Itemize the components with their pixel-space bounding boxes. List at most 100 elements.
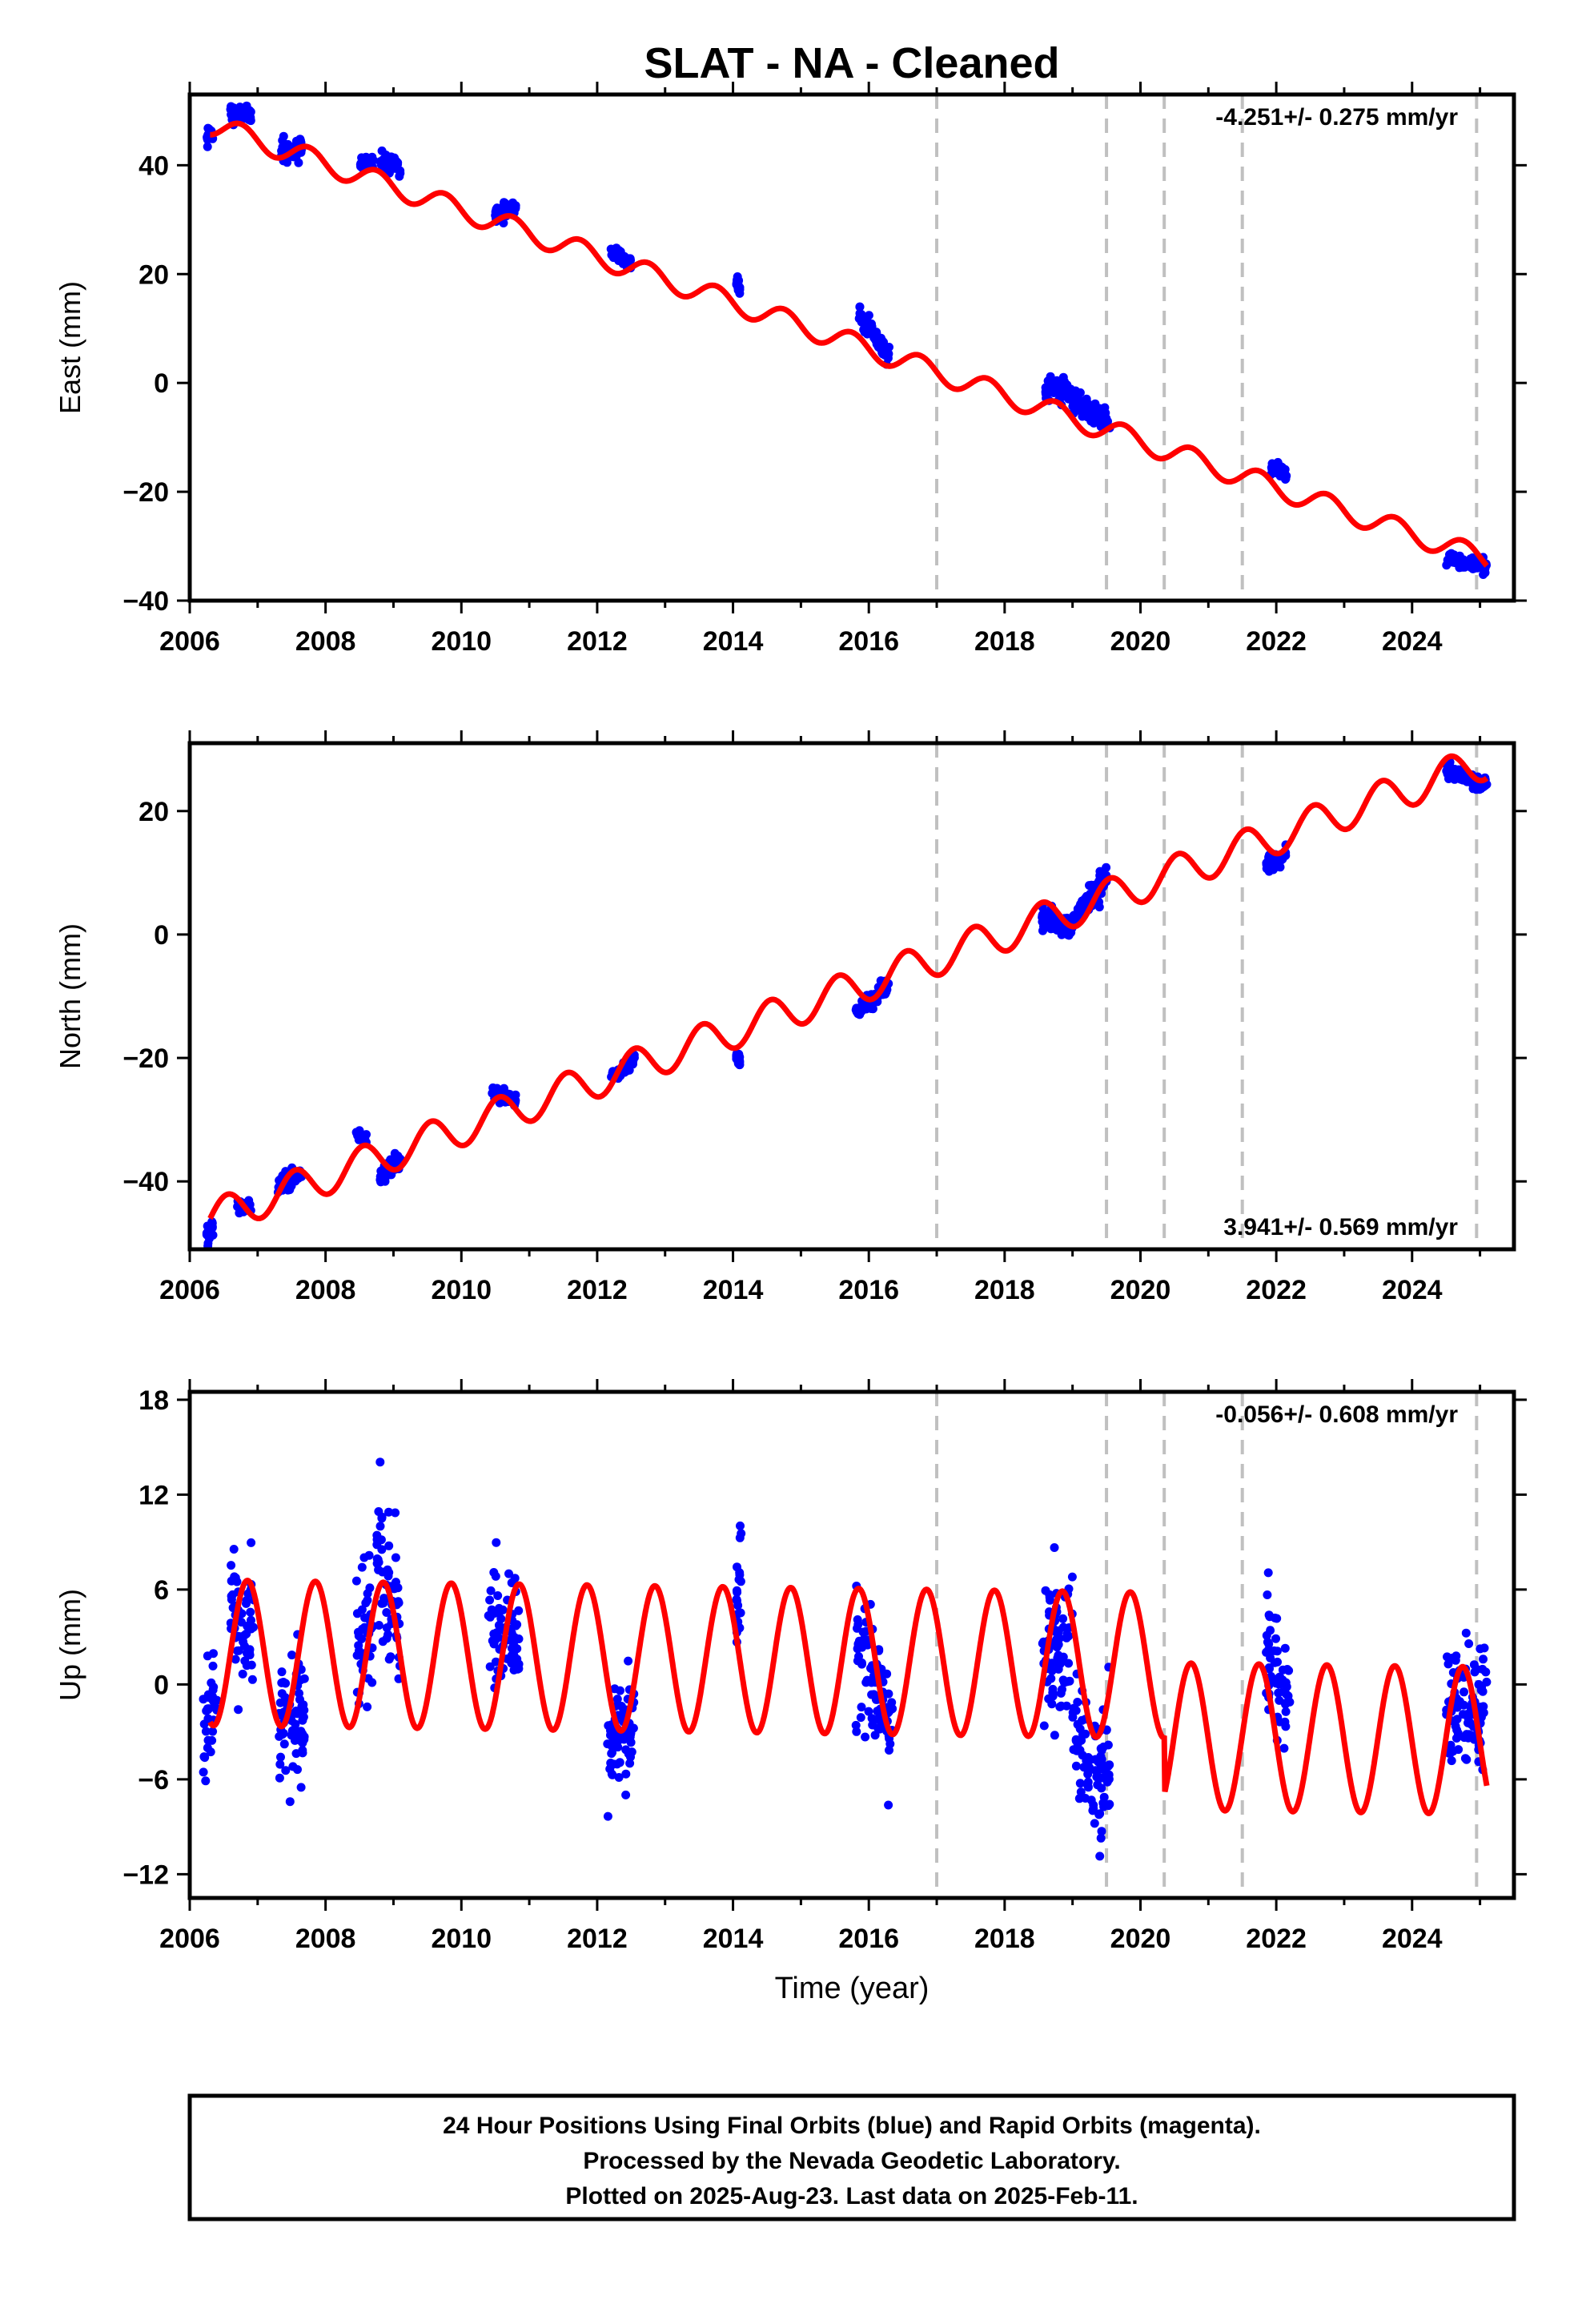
x-tick-label: 2016 [838,1275,899,1305]
data-point [1271,1634,1280,1643]
data-point [299,1674,309,1683]
data-point [298,1748,307,1758]
data-point [608,1770,617,1779]
data-point [1081,403,1090,412]
data-point [1075,1779,1085,1788]
data-point [203,1232,213,1241]
data-point [382,1634,391,1643]
data-point [851,1720,861,1730]
data-point [1282,1682,1291,1691]
data-point [1449,552,1459,561]
y-tick-label: −40 [122,1167,169,1197]
data-point [1096,1833,1106,1843]
model-fit-line [207,1578,1490,1816]
data-point [293,1765,302,1775]
plot-frame [187,741,1516,1252]
data-point [1071,1761,1081,1771]
data-point [855,302,865,312]
data-point [1263,1590,1272,1599]
y-tick-label: 0 [154,1670,169,1700]
data-point [735,1056,745,1066]
data-point [389,1584,399,1594]
data-point [1044,1694,1054,1703]
data-point [607,1749,616,1759]
y-axis-label: North (mm) [54,923,86,1069]
data-point [1089,1800,1098,1810]
data-point [276,1752,285,1762]
x-tick-label: 2008 [295,1924,356,1954]
data-point [1098,1763,1108,1772]
data-point [1076,1787,1086,1797]
data-point [275,1759,285,1769]
data-point [870,1731,880,1740]
data-point [1481,1667,1491,1677]
data-point [610,1730,620,1739]
data-point [203,123,213,133]
data-point [380,1170,390,1180]
x-tick-label: 2022 [1246,1924,1307,1954]
data-point [1046,1674,1056,1683]
x-tick-label: 2014 [703,1924,764,1954]
x-tick-label: 2016 [838,626,899,657]
data-point [1279,1743,1289,1753]
data-point [1055,1702,1065,1711]
data-point [299,1706,309,1715]
data-point [863,1640,873,1650]
data-point [735,1568,745,1578]
data-point [291,1719,300,1729]
data-point [1039,1721,1049,1731]
data-point [857,1658,866,1667]
model-fit-line [210,120,1489,568]
data-point [1042,383,1052,392]
data-point [504,1569,513,1578]
figure-title: SLAT - NA - Cleaned [644,39,1059,87]
x-tick-label: 2006 [159,626,220,657]
data-point [249,1622,258,1632]
data-point [203,142,212,151]
data-point [377,1545,387,1554]
data-point [1053,1653,1062,1663]
data-point [384,1655,394,1664]
data-point [1447,770,1456,780]
x-tick-label: 2014 [703,626,764,657]
data-point [1063,930,1073,939]
data-point [1094,1810,1104,1819]
data-point [1274,862,1283,870]
data-point [1479,1655,1488,1664]
data-point [734,275,744,285]
data-point [291,1749,301,1759]
data-point [861,1732,870,1742]
data-point [247,1675,257,1684]
data-point [494,1621,504,1630]
data-point [374,1621,383,1630]
x-tick-label: 2010 [431,626,492,657]
data-point [1464,1718,1472,1727]
data-point [857,317,866,327]
data-point [1281,1722,1291,1731]
data-point [490,1635,500,1645]
data-point [1062,1630,1072,1639]
data-point [1081,1729,1090,1739]
x-tick-label: 2024 [1382,626,1443,657]
data-point [508,1643,516,1653]
data-point [1267,1671,1276,1681]
data-point [1072,1746,1082,1755]
data-point [229,103,239,113]
data-point [377,1598,387,1608]
data-point [1068,1707,1078,1717]
data-point [1452,1715,1462,1724]
data-point [391,1578,400,1587]
data-point [879,346,889,355]
data-point [298,1715,307,1725]
data-point [199,1767,208,1777]
data-point [1095,1852,1105,1861]
y-tick-label: 6 [154,1575,169,1606]
footer-box: 24 Hour Positions Using Final Orbits (bl… [187,2093,1516,2221]
data-point [1080,396,1089,405]
data-point [1280,1643,1290,1653]
data-point [500,198,508,207]
x-tick-label: 2020 [1110,626,1171,657]
x-tick-label: 2022 [1246,626,1307,657]
x-tick-label: 2012 [567,626,628,657]
